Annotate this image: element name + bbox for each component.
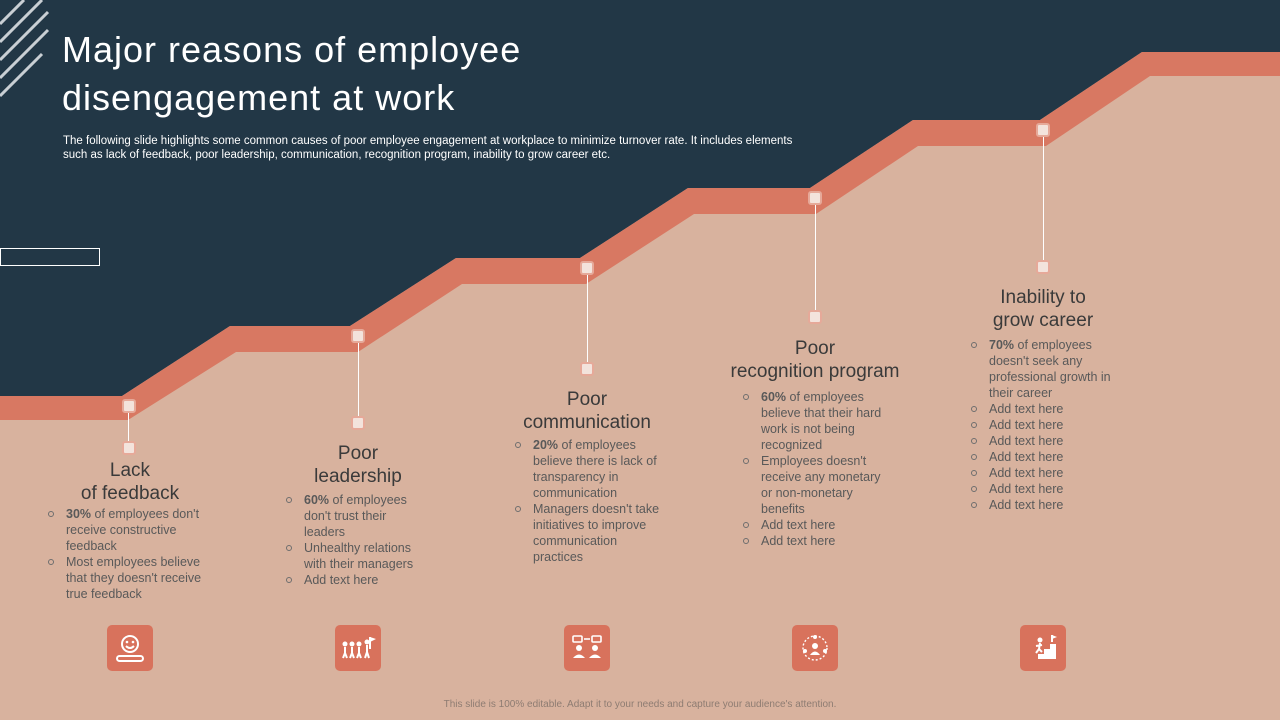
list-item: Add text here — [970, 433, 1120, 449]
career-steps-icon — [1020, 625, 1066, 671]
connector-dot-bottom-1 — [122, 441, 136, 455]
list-item: Add text here — [742, 533, 892, 549]
reason-heading-inability-to-grow-career: Inability to grow career — [992, 287, 1094, 331]
team-recognition-icon — [792, 625, 838, 671]
list-item: Add text here — [970, 401, 1120, 417]
connector-line-2 — [358, 336, 359, 423]
diagonal-stripes-decor — [0, 0, 50, 98]
reason-points-lack-of-feedback: 30% of employees don't receive construct… — [47, 506, 215, 602]
list-item: 70% of employees doesn't seek any profes… — [970, 337, 1120, 401]
list-item: Add text here — [970, 449, 1120, 465]
footer-note: This slide is 100% editable. Adapt it to… — [443, 699, 837, 710]
staircase-band — [0, 52, 1280, 420]
connector-line-1 — [128, 406, 129, 448]
reason-points-inability-to-grow-career: 70% of employees doesn't seek any profes… — [970, 337, 1120, 513]
list-item: Add text here — [742, 517, 892, 533]
reason-heading-poor-communication: Poor communication — [523, 389, 651, 433]
leader-with-flag-icon — [335, 625, 381, 671]
connector-dot-bottom-3 — [580, 362, 594, 376]
reason-points-poor-communication: 20% of employees believe there is lack o… — [514, 437, 664, 565]
page-title: Major reasons of employee disengagement … — [62, 29, 522, 118]
list-item: Add text here — [970, 481, 1120, 497]
list-item: Managers doesn't take initiatives to imp… — [514, 501, 664, 565]
page-subtitle: The following slide highlights some comm… — [63, 135, 793, 161]
connector-dot-bottom-2 — [351, 416, 365, 430]
connector-dot-top-1 — [122, 399, 136, 413]
reason-points-poor-recognition: 60% of employees believe that their hard… — [742, 389, 892, 549]
connector-dot-top-5 — [1036, 123, 1050, 137]
list-item: 60% of employees believe that their hard… — [742, 389, 892, 453]
connector-dot-top-3 — [580, 261, 594, 275]
connector-dot-top-2 — [351, 329, 365, 343]
reason-heading-lack-of-feedback: Lack of feedback — [80, 460, 180, 504]
list-item: 20% of employees believe there is lack o… — [514, 437, 664, 501]
connector-line-4 — [815, 198, 816, 317]
two-people-chat-icon — [564, 625, 610, 671]
connector-line-5 — [1043, 130, 1044, 267]
dark-header-area — [0, 0, 1280, 396]
feedback-meter-icon — [107, 625, 153, 671]
connector-dot-bottom-4 — [808, 310, 822, 324]
list-item: Add text here — [970, 497, 1120, 513]
connector-line-3 — [587, 268, 588, 369]
list-item: 30% of employees don't receive construct… — [47, 506, 215, 554]
list-item: Employees doesn't receive any monetary o… — [742, 453, 892, 517]
reason-heading-poor-recognition: Poor recognition program — [730, 338, 900, 382]
list-item: 60% of employees don't trust their leade… — [285, 492, 430, 540]
list-item: Add text here — [970, 417, 1120, 433]
list-item: Unhealthy relations with their managers — [285, 540, 430, 572]
connector-dot-bottom-5 — [1036, 260, 1050, 274]
reason-points-poor-leadership: 60% of employees don't trust their leade… — [285, 492, 430, 588]
list-item: Add text here — [285, 572, 430, 588]
connector-dot-top-4 — [808, 191, 822, 205]
list-item: Add text here — [970, 465, 1120, 481]
decorative-outline-box — [0, 248, 100, 266]
reason-heading-poor-leadership: Poor leadership — [314, 443, 402, 487]
list-item: Most employees believe that they doesn't… — [47, 554, 215, 602]
